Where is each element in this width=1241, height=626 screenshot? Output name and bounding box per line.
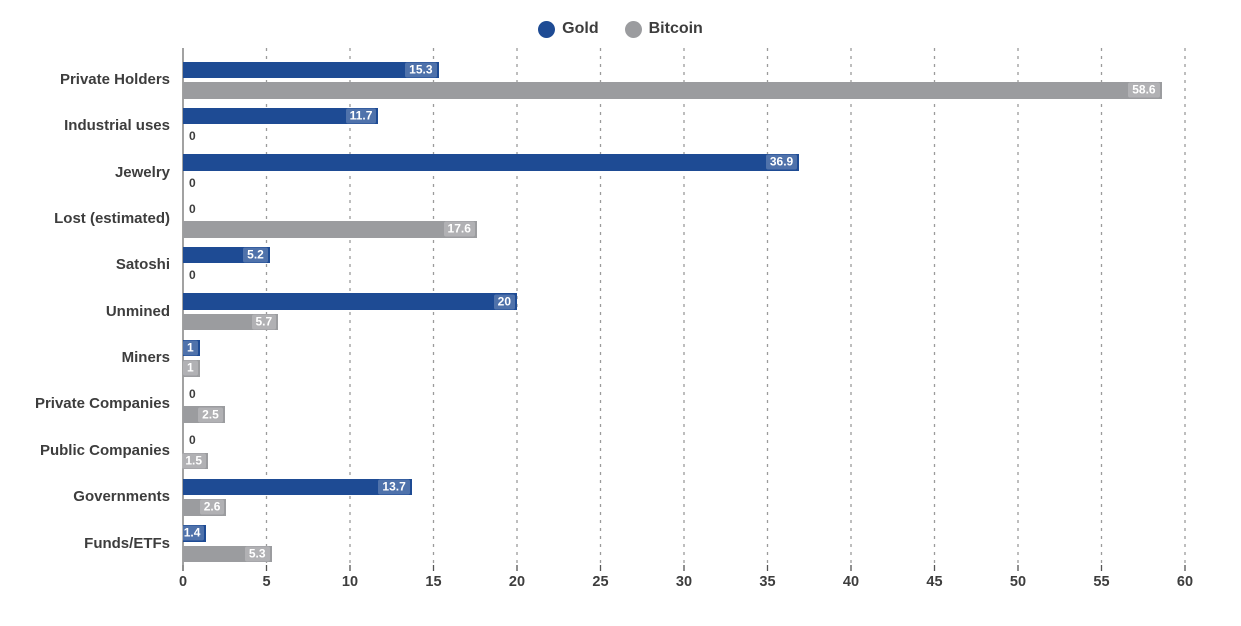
bitcoin-bar: 2.6 (183, 499, 227, 516)
axis-tick-label: 30 (675, 574, 693, 590)
category-label: Private Holders (59, 71, 170, 88)
gold-legend-swatch-icon (538, 20, 556, 38)
value-label: 15.3 (405, 62, 437, 78)
zero-value-label: 0 (189, 386, 196, 401)
value-label: 2.6 (199, 499, 225, 515)
value-label: 58.6 (1128, 82, 1160, 98)
gold-bar: 15.3 (183, 61, 439, 78)
axis-tick-label: 15 (425, 574, 442, 590)
value-label: 1 (183, 340, 198, 356)
zero-value-label: 0 (189, 175, 196, 190)
value-label: 36.9 (765, 154, 798, 170)
axis-tick-label: 45 (926, 574, 943, 590)
value-label: 2.5 (198, 407, 223, 423)
value-label: 5.3 (244, 546, 270, 562)
category-label: Unmined (105, 302, 170, 320)
legend-item-bitcoin[interactable]: Bitcoin (624, 20, 703, 38)
category-label: Jewelry (114, 163, 170, 181)
gold-bar: 11.7 (183, 107, 379, 125)
value-label: 17.6 (443, 221, 475, 237)
gold-bar: 36.9 (183, 154, 800, 171)
value-label: 20 (493, 294, 515, 309)
value-label: 1.5 (181, 453, 207, 469)
axis-tick-label: 5 (262, 574, 271, 590)
legend-item-gold[interactable]: Gold (538, 20, 599, 38)
value-label: 13.7 (378, 479, 410, 495)
value-label: 11.7 (345, 108, 377, 124)
axis-tick-label: 40 (842, 574, 860, 590)
legend: Gold Bitcoin (0, 14, 1241, 44)
zero-value-label: 0 (189, 129, 196, 144)
bitcoin-bar: 1.5 (181, 452, 209, 470)
gold-bar: 1.4 (179, 525, 207, 542)
bitcoin-bar: 2.5 (183, 406, 225, 423)
zero-value-label: 0 (189, 268, 196, 283)
category-label: Funds/ETFs (84, 534, 170, 552)
category-label: Satoshi (115, 256, 170, 274)
value-label: 1 (183, 360, 198, 376)
bitcoin-bar: 1 (183, 360, 200, 377)
axis-tick-label: 55 (1093, 574, 1110, 590)
axis-tick-label: 25 (592, 574, 609, 590)
value-label: 5.2 (243, 247, 268, 263)
zero-value-label: 0 (189, 433, 196, 448)
axis-tick-label: 0 (178, 574, 188, 590)
category-label: Public Companies (39, 441, 170, 459)
category-label: Lost (estimated) (54, 210, 170, 228)
category-label: Industrial uses (64, 117, 170, 135)
gold-bar: 20 (183, 293, 517, 310)
axis-tick-label: 60 (1176, 574, 1194, 590)
category-label: Miners (121, 349, 170, 367)
legend-label-gold: Gold (562, 20, 599, 37)
bitcoin-bar: 5.3 (183, 545, 272, 562)
category-label: Governments (73, 488, 170, 506)
value-label: 1.4 (179, 525, 205, 541)
value-label: 5.7 (251, 314, 277, 330)
legend-label-bitcoin: Bitcoin (648, 20, 703, 37)
axis-tick-label: 10 (341, 574, 359, 590)
gold-bar: 5.2 (183, 246, 270, 264)
gold-bar: 13.7 (183, 478, 412, 496)
bitcoin-bar: 5.7 (183, 313, 279, 331)
axis-tick-label: 35 (759, 574, 776, 590)
gold-bar: 1 (183, 339, 200, 357)
category-label: Private Companies (34, 395, 170, 413)
bitcoin-bar: 17.6 (183, 221, 477, 238)
bitcoin-legend-swatch-icon (624, 20, 642, 38)
zero-value-label: 0 (189, 201, 196, 216)
bitcoin-bar: 58.6 (183, 82, 1162, 99)
axis-tick-label: 20 (508, 574, 526, 590)
axis-tick-label: 50 (1009, 574, 1027, 590)
